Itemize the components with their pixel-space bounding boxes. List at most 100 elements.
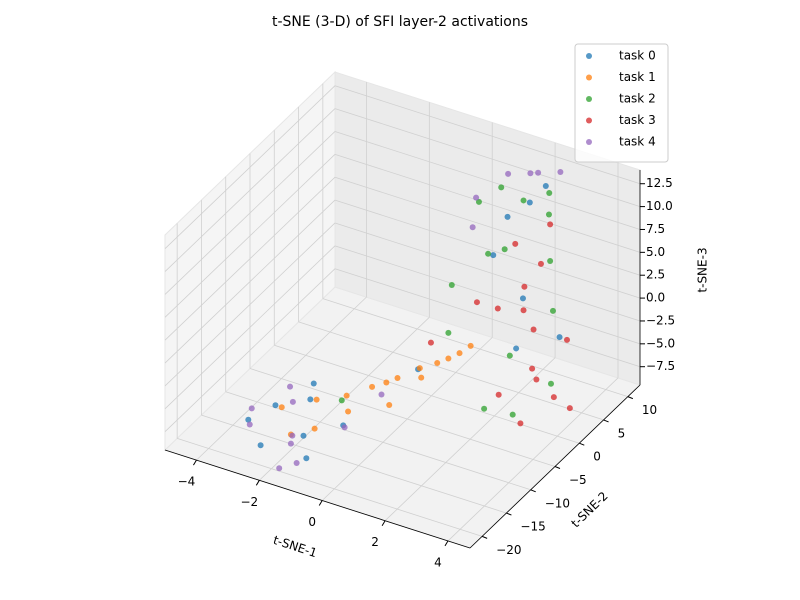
point <box>307 396 314 403</box>
point <box>513 345 520 352</box>
point <box>473 194 480 201</box>
point <box>383 379 390 386</box>
point <box>501 246 508 253</box>
y-axis-label: t-SNE-2 <box>569 489 611 530</box>
y-tick <box>530 489 536 493</box>
legend-label: task 1 <box>619 70 656 84</box>
y-tick <box>603 419 609 423</box>
point <box>448 281 455 288</box>
point <box>549 307 556 314</box>
z-tick-label: −7.5 <box>646 359 675 373</box>
point <box>418 374 425 381</box>
point <box>550 394 557 401</box>
y-tick-label: −15 <box>520 520 545 534</box>
point <box>494 305 501 312</box>
point <box>289 398 296 405</box>
point <box>378 391 385 398</box>
point <box>520 197 527 204</box>
point <box>427 339 434 346</box>
point <box>287 440 294 447</box>
x-tick-label: 4 <box>434 555 442 569</box>
point <box>341 424 348 431</box>
point <box>293 460 300 467</box>
grid-line <box>334 176 641 276</box>
point <box>278 404 285 411</box>
point <box>300 432 307 439</box>
point <box>245 416 252 423</box>
point <box>547 380 554 387</box>
point <box>345 408 352 415</box>
point <box>519 295 526 302</box>
axis-line <box>469 384 641 549</box>
point <box>343 392 350 399</box>
legend-label: task 3 <box>619 113 656 127</box>
point <box>504 213 511 220</box>
grid-line <box>164 268 336 432</box>
point <box>456 350 463 357</box>
point <box>369 383 376 390</box>
grid-line <box>201 414 507 514</box>
y-tick-label: −20 <box>496 543 521 557</box>
y-tick <box>627 396 634 400</box>
z-tick-label: 10.0 <box>646 199 673 213</box>
z-tick-label: 0.0 <box>646 291 665 305</box>
y-tick <box>481 535 488 539</box>
z-tick-label: −5.0 <box>646 336 675 350</box>
point <box>287 383 294 390</box>
grid-line <box>334 131 641 230</box>
point <box>394 375 401 382</box>
legend-marker <box>586 117 592 124</box>
z-tick-label: 7.5 <box>646 222 665 236</box>
grid-line <box>164 154 336 318</box>
point <box>533 376 540 383</box>
point <box>338 397 345 404</box>
grid-line <box>177 437 483 537</box>
y-tick-label: 10 <box>642 403 657 417</box>
grid-line <box>164 131 336 295</box>
grid-line <box>164 176 336 341</box>
point <box>505 170 512 177</box>
x-tick <box>255 480 260 486</box>
point <box>527 170 534 177</box>
x-tick <box>381 520 386 526</box>
point <box>542 183 549 190</box>
point <box>313 396 320 403</box>
point <box>545 211 552 218</box>
point <box>535 169 542 176</box>
legend-box <box>574 43 669 163</box>
grid-line <box>334 153 641 253</box>
y-tick-label: −5 <box>569 473 587 487</box>
grid-line <box>164 222 336 387</box>
point <box>246 421 253 428</box>
legend-label: task 4 <box>619 135 656 149</box>
legend-marker <box>586 96 592 102</box>
point <box>557 169 564 176</box>
z-tick-label: 12.5 <box>646 176 673 190</box>
grid-line <box>164 245 336 410</box>
point <box>530 326 537 333</box>
point <box>517 420 524 427</box>
grid-line <box>334 245 641 345</box>
point <box>566 405 573 412</box>
x-tick <box>193 459 197 466</box>
point <box>303 455 310 462</box>
grid-line <box>164 199 336 364</box>
grid-line <box>322 298 628 398</box>
x-tick-label: 2 <box>371 535 379 549</box>
point <box>311 425 318 432</box>
point <box>498 184 505 191</box>
point <box>509 411 516 418</box>
grid-line <box>274 344 580 444</box>
grid-line <box>164 108 336 272</box>
point <box>520 307 527 314</box>
legend-marker <box>586 139 592 145</box>
z-tick-label: 2.5 <box>646 268 665 282</box>
z-tick-label: 5.0 <box>646 245 665 259</box>
grid-line <box>334 268 641 368</box>
point <box>512 240 519 247</box>
point <box>272 402 279 409</box>
point <box>537 260 544 267</box>
point <box>547 221 554 228</box>
x-tick <box>318 500 323 506</box>
